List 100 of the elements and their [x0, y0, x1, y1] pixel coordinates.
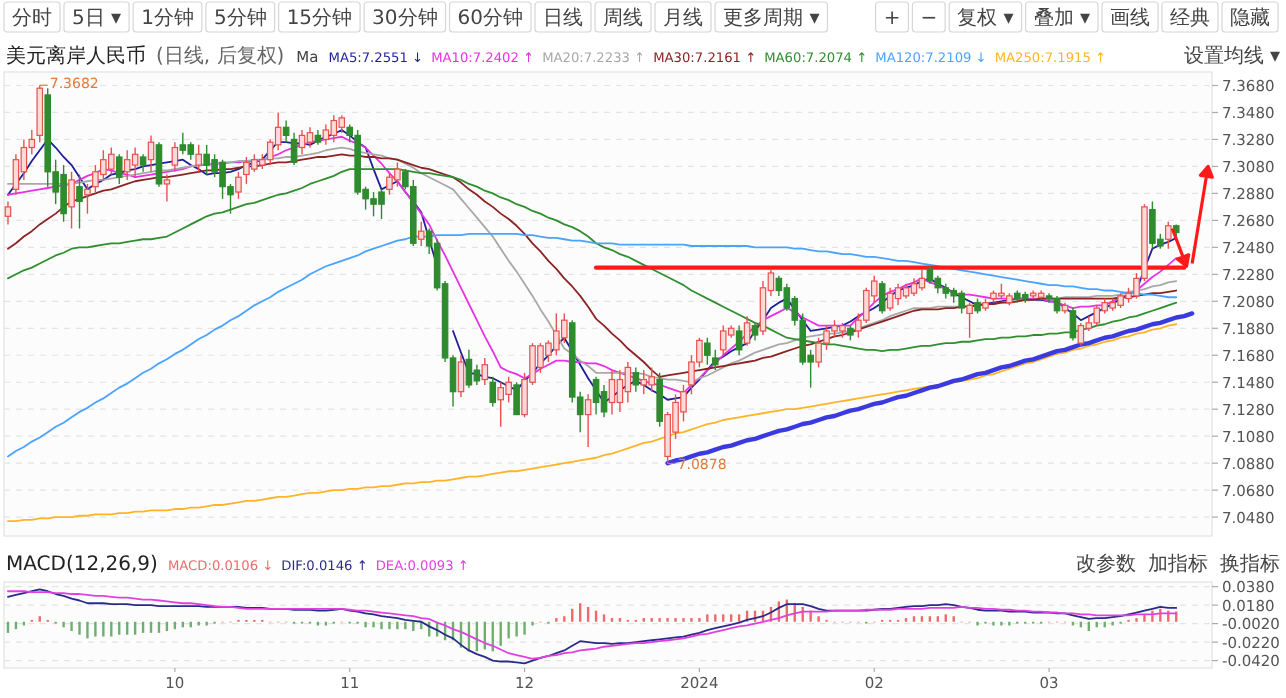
candlestick [743, 315, 751, 347]
line-series [7, 232, 1178, 458]
candlestick [322, 123, 330, 146]
line-series [665, 311, 1195, 466]
candlestick [179, 132, 187, 155]
text: 5日 ▾ [72, 8, 122, 30]
candlestick [115, 153, 123, 185]
candlestick [378, 188, 385, 220]
candlestick [624, 361, 632, 404]
candlestick [592, 376, 600, 416]
candlestick [123, 149, 131, 181]
candlestick [147, 134, 155, 173]
candlestick [584, 393, 592, 448]
candlestick [553, 312, 560, 356]
candlestick [1045, 292, 1053, 304]
candlestick [4, 200, 12, 226]
candlestick [84, 183, 91, 215]
candlestick [131, 146, 139, 178]
candlestick [481, 357, 489, 386]
candlestick [76, 173, 83, 230]
text: 30分钟 [372, 6, 438, 30]
candlestick [894, 283, 902, 307]
candlestick [640, 369, 648, 396]
candlestick [1149, 200, 1156, 250]
candlestick [465, 349, 473, 389]
text: 1分钟 [141, 6, 194, 30]
candlestick [457, 354, 465, 398]
text: 换指标 [1220, 552, 1280, 576]
candlestick [608, 369, 616, 416]
candlestick [815, 337, 822, 369]
candlestick [171, 141, 179, 173]
candlestick [163, 173, 171, 203]
text: 复权 ▾ [957, 6, 1014, 30]
text: 隐藏 [1230, 6, 1270, 30]
candlestick [489, 376, 497, 408]
text: 更多周期 ▾ [723, 6, 820, 30]
text: + [883, 8, 901, 30]
candlestick [155, 141, 163, 188]
text: 画线 [1110, 6, 1150, 30]
candlestick [862, 287, 870, 324]
text: 加指标 [1148, 552, 1208, 576]
candlestick [966, 301, 973, 339]
candlestick [243, 156, 250, 185]
candlestick [219, 158, 226, 200]
candlestick [100, 149, 107, 181]
candlestick [1077, 322, 1085, 347]
line-series [7, 323, 1178, 523]
candlestick [1093, 304, 1101, 327]
candlestick [92, 164, 99, 193]
candlestick [386, 171, 393, 196]
candlestick [394, 161, 401, 188]
candlestick [878, 280, 886, 315]
candlestick [513, 381, 520, 416]
chart-title: MACD(12,26,9) [6, 554, 159, 576]
candlestick [1069, 307, 1077, 342]
candlestick [473, 364, 481, 386]
candlestick [68, 171, 75, 230]
chart-subtitle: (日线, 后复权) [156, 44, 285, 68]
text: 改参数 [1076, 552, 1136, 576]
candlestick [656, 372, 663, 428]
text: 15分钟 [286, 6, 353, 30]
chart-title: 美元离岸人民币 [6, 44, 146, 68]
candlestick [497, 381, 505, 428]
candlestick [616, 369, 624, 413]
text: 日线 [543, 6, 584, 30]
text: − [920, 8, 938, 30]
candlestick [719, 324, 727, 356]
candlestick [417, 221, 425, 247]
candlestick [282, 119, 290, 143]
candlestick [704, 337, 711, 366]
candlestick [648, 366, 656, 393]
candlestick [735, 324, 743, 356]
candlestick [306, 126, 314, 149]
candlestick [290, 132, 298, 166]
candlestick [12, 153, 20, 196]
candlestick [235, 171, 242, 200]
candlestick [330, 114, 338, 143]
text: 60分钟 [457, 6, 524, 30]
text: 周线 [603, 6, 644, 30]
candlestick [759, 280, 767, 336]
candlestick [195, 144, 203, 173]
candlestick [600, 384, 608, 418]
candlestick [632, 366, 640, 393]
candlestick [711, 349, 719, 371]
candlestick [107, 146, 115, 176]
candlestick [958, 289, 965, 315]
text: 经典 [1170, 6, 1210, 30]
text: 分时 [12, 6, 52, 30]
candlestick [298, 129, 306, 155]
candlestick [886, 287, 894, 312]
text: 设置均线 ▾ [1183, 44, 1280, 68]
candlestick [370, 191, 377, 218]
text: 5分钟 [213, 6, 267, 30]
candlestick [203, 144, 210, 176]
candlestick [505, 376, 512, 404]
candlestick [60, 164, 67, 223]
text: 月线 [663, 6, 704, 30]
candlestick [1164, 221, 1172, 250]
text: 叠加 ▾ [1033, 6, 1090, 30]
candlestick [560, 312, 568, 344]
